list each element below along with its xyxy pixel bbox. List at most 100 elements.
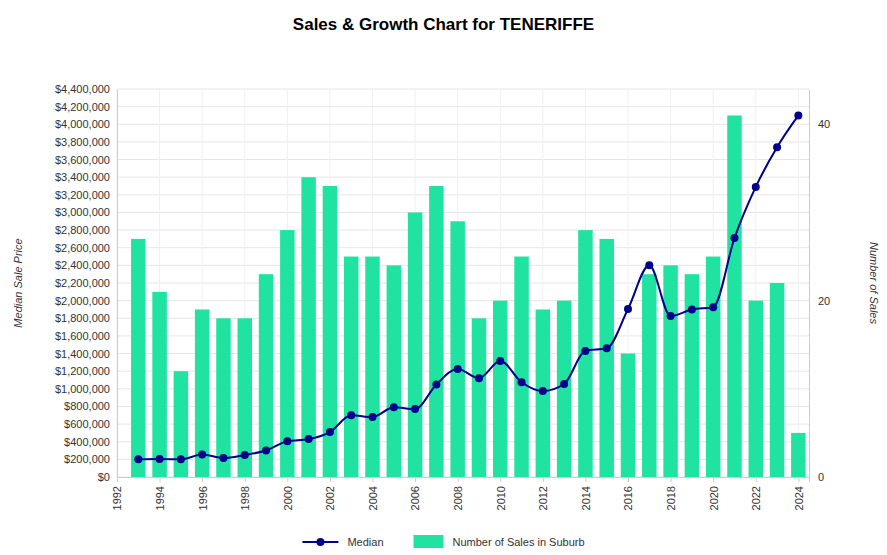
- tick-label: $1,200,000: [55, 365, 110, 377]
- tick: 2006: [409, 477, 421, 510]
- grid-line: [117, 212, 809, 213]
- tick-label: $3,600,000: [55, 154, 110, 166]
- tick-label: 40: [818, 118, 830, 130]
- marker: [369, 413, 377, 421]
- plot-area: [131, 111, 806, 477]
- tick: 2002: [324, 477, 336, 510]
- tick: $1,800,000: [55, 312, 117, 324]
- tick-mark: [330, 477, 331, 482]
- marker: [667, 312, 675, 320]
- tick-label: $1,000,000: [55, 383, 110, 395]
- tick-mark: [117, 477, 118, 482]
- tick-label: $4,200,000: [55, 101, 110, 113]
- tick: $4,200,000: [55, 101, 117, 113]
- tick: 40: [809, 118, 830, 130]
- bar: [152, 292, 166, 477]
- tick-label: $3,000,000: [55, 206, 110, 218]
- tick: $600,000: [64, 418, 117, 430]
- tick-label: 1998: [239, 486, 251, 510]
- bar: [493, 301, 507, 477]
- tick-label: $0: [98, 471, 110, 483]
- bar: [642, 274, 656, 477]
- tick: $3,000,000: [55, 206, 117, 218]
- grid-line: [117, 194, 809, 195]
- marker: [411, 405, 419, 413]
- tick-label: 2022: [750, 486, 762, 510]
- legend-label: Median: [347, 536, 383, 548]
- marker: [496, 357, 504, 365]
- legend-symbol: [414, 535, 444, 548]
- legend-label: Number of Sales in Suburb: [453, 536, 585, 548]
- tick-mark: [373, 477, 374, 482]
- chart-svg: $0$200,000$400,000$600,000$800,000$1,000…: [0, 0, 887, 555]
- tick-mark: [713, 477, 714, 482]
- tick-label: 2004: [367, 486, 379, 510]
- grid-line: [798, 89, 799, 477]
- bar: [727, 115, 741, 477]
- marker: [305, 435, 313, 443]
- axis-line: [809, 90, 810, 478]
- tick-label: $3,400,000: [55, 171, 110, 183]
- tick-mark: [287, 477, 288, 482]
- bar: [514, 257, 528, 477]
- tick-label: 2014: [580, 486, 592, 510]
- bar: [408, 212, 422, 477]
- tick-label: $1,800,000: [55, 312, 110, 324]
- marker: [539, 387, 547, 395]
- tick: 0: [809, 471, 824, 483]
- tick-mark: [798, 477, 799, 482]
- tick-label: 2016: [622, 486, 634, 510]
- tick-label: $3,800,000: [55, 136, 110, 148]
- tick: $4,400,000: [55, 83, 117, 95]
- bar: [174, 371, 188, 477]
- tick-label: $2,800,000: [55, 224, 110, 236]
- marker: [518, 378, 526, 386]
- tick: $2,000,000: [55, 295, 117, 307]
- bar: [259, 274, 273, 477]
- tick: 1994: [154, 477, 166, 510]
- tick-label: 2000: [282, 486, 294, 510]
- tick: $200,000: [64, 453, 117, 465]
- bar: [344, 257, 358, 477]
- tick-label: 2018: [665, 486, 677, 510]
- bar: [387, 265, 401, 477]
- tick: 2024: [793, 477, 805, 510]
- marker: [134, 455, 142, 463]
- tick-label: 2008: [452, 486, 464, 510]
- y-axis: $0$200,000$400,000$600,000$800,000$1,000…: [55, 83, 118, 483]
- tick-mark: [160, 477, 161, 482]
- legend-item: Number of Sales in Suburb: [414, 535, 585, 548]
- tick-mark: [671, 477, 672, 482]
- tick: 2004: [367, 477, 379, 510]
- bar-series: [131, 115, 806, 477]
- bar: [536, 309, 550, 477]
- bar: [663, 265, 677, 477]
- tick-label: $200,000: [64, 453, 110, 465]
- y-axis-title: Median Sale Price: [12, 238, 24, 327]
- tick-label: 1996: [197, 486, 209, 510]
- marker: [326, 428, 334, 436]
- grid-line: [117, 89, 118, 477]
- marker: [283, 437, 291, 445]
- tick: $0: [98, 471, 117, 483]
- marker: [156, 455, 164, 463]
- tick: 2014: [580, 477, 592, 510]
- tick: $2,400,000: [55, 259, 117, 271]
- axis-line: [118, 478, 810, 483]
- tick-label: 1994: [154, 486, 166, 510]
- tick: 2022: [750, 477, 762, 510]
- marker: [432, 380, 440, 388]
- tick-label: 2006: [409, 486, 421, 510]
- tick: 2016: [622, 477, 634, 510]
- tick-label: $4,400,000: [55, 83, 110, 95]
- marker: [752, 183, 760, 191]
- marker: [241, 451, 249, 459]
- tick-label: $400,000: [64, 436, 110, 448]
- bar: [557, 301, 571, 477]
- tick-label: $1,400,000: [55, 348, 110, 360]
- tick-mark: [756, 477, 757, 482]
- tick-label: 2012: [537, 486, 549, 510]
- marker: [773, 143, 781, 151]
- bar: [706, 257, 720, 477]
- grid-line: [117, 124, 809, 125]
